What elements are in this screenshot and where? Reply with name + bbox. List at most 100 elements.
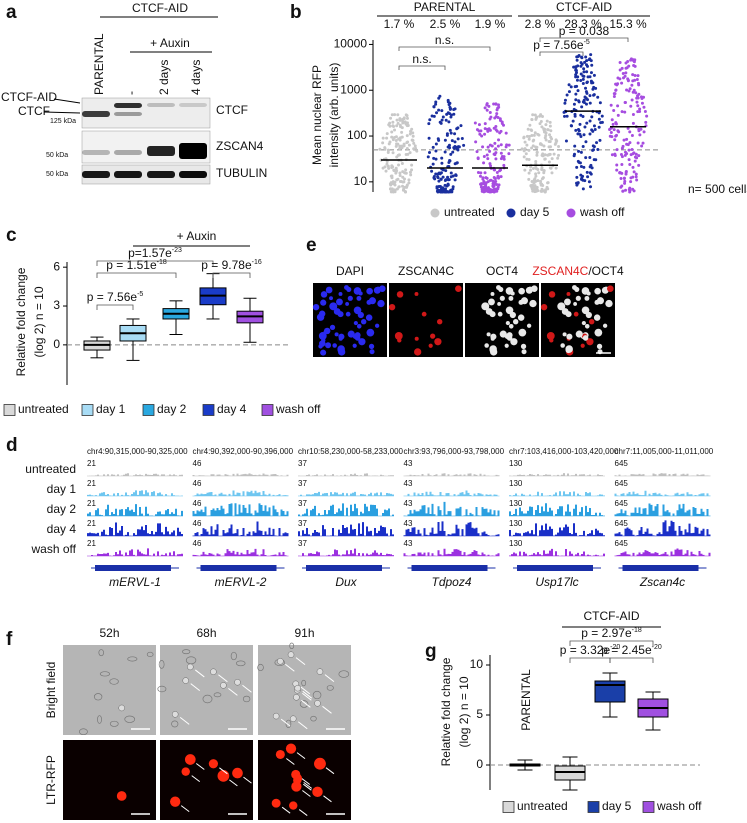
- cell-dot: [582, 101, 586, 105]
- cell-dot: [389, 116, 393, 120]
- cell-dot: [449, 171, 453, 175]
- p-value: n.s.: [412, 52, 431, 66]
- cell-dot: [381, 136, 385, 140]
- bright-cell: [294, 684, 301, 692]
- arrow: [297, 721, 308, 730]
- cell: [586, 291, 591, 296]
- cell-dot: [632, 88, 636, 92]
- channel-label: DAPI: [336, 264, 364, 278]
- cell-dot: [496, 116, 500, 120]
- cell-dot: [390, 130, 394, 134]
- lane-label: 4 days: [189, 60, 203, 95]
- cell-dot: [576, 159, 580, 163]
- cell-dot: [486, 129, 490, 133]
- cell-dot: [623, 110, 627, 114]
- cell-dot: [446, 111, 450, 115]
- group-label: PARENTAL: [519, 669, 533, 731]
- cell-dot: [588, 94, 592, 98]
- track-label: day 1: [47, 482, 77, 496]
- cell-dot: [641, 141, 645, 145]
- cell-dot: [408, 132, 412, 136]
- cell-dot: [478, 174, 482, 178]
- cell-dot: [627, 64, 631, 68]
- cell-outline: [93, 693, 103, 701]
- cell-outline: [127, 656, 138, 662]
- cell: [566, 333, 573, 340]
- cell: [588, 319, 595, 325]
- gene-name: mERVL-1: [109, 575, 161, 589]
- cell-dot: [497, 176, 501, 180]
- cell-dot: [629, 104, 633, 108]
- cell-dot: [520, 147, 524, 151]
- cell-outline: [146, 651, 154, 658]
- cell-dot: [446, 98, 450, 102]
- cell-outline: [99, 671, 111, 677]
- cell: [323, 327, 331, 335]
- arrow: [302, 690, 313, 699]
- cell-dot: [637, 154, 641, 158]
- cell-dot: [579, 61, 583, 65]
- gene-model: [200, 565, 277, 571]
- cell-dot: [632, 170, 636, 174]
- cell: [356, 295, 362, 301]
- signal-track: [509, 523, 605, 536]
- cell-dot: [405, 116, 409, 120]
- cell-dot: [479, 182, 483, 186]
- blot-band: [82, 111, 110, 117]
- p-value-exponent: -23: [172, 247, 182, 254]
- cell-dot: [402, 144, 406, 148]
- cell-dot: [434, 149, 438, 153]
- cell-dot: [557, 144, 561, 148]
- cell: [334, 332, 339, 337]
- cell-dot: [615, 163, 619, 167]
- cell: [336, 298, 343, 306]
- cell-dot: [523, 140, 527, 144]
- bright-cell: [182, 677, 189, 684]
- dot-cloud: [426, 94, 466, 194]
- cell: [325, 286, 333, 294]
- cell-dot: [622, 138, 626, 142]
- cell-dot: [453, 140, 457, 144]
- cell-dot: [396, 177, 400, 181]
- signal-track: [87, 473, 183, 476]
- bracket: [539, 37, 629, 42]
- bracket: [539, 51, 584, 56]
- cell-dot: [584, 140, 588, 144]
- cell-dot: [385, 136, 389, 140]
- cell-dot: [575, 175, 579, 179]
- rfp-cell: [208, 759, 219, 769]
- track-scale: 43: [404, 539, 413, 548]
- cell-dot: [537, 171, 541, 175]
- arrow: [286, 758, 295, 765]
- cell-dot: [573, 85, 577, 89]
- cell-dot: [574, 98, 578, 102]
- size-marker: 50 kDa: [46, 171, 68, 178]
- cell-dot: [447, 160, 451, 164]
- cell-dot: [448, 128, 452, 132]
- bracket: [609, 657, 654, 663]
- protein-label: CTCF: [18, 104, 50, 118]
- track-scale: 43: [404, 519, 413, 528]
- arrow: [295, 657, 306, 666]
- cell-dot: [485, 103, 489, 107]
- cell: [602, 323, 608, 328]
- cell-dot: [586, 175, 590, 179]
- p-value-text: n.s.: [412, 52, 431, 66]
- signal-track: [298, 548, 394, 556]
- arrow: [322, 705, 332, 714]
- y-tick-label: 5: [476, 707, 483, 721]
- cell-dot: [440, 161, 444, 165]
- cell-dot: [531, 144, 535, 148]
- cell-dot: [635, 96, 639, 100]
- cell-dot: [642, 130, 646, 134]
- cell-dot: [481, 145, 485, 149]
- cell-dot: [434, 142, 438, 146]
- cell-dot: [584, 102, 588, 106]
- cell-dot: [396, 113, 400, 117]
- cell: [347, 295, 353, 301]
- cell-dot: [588, 156, 592, 160]
- cell-dot: [572, 107, 576, 111]
- cell-dot: [609, 103, 613, 107]
- cell-dot: [447, 178, 451, 182]
- cell-dot: [623, 100, 627, 104]
